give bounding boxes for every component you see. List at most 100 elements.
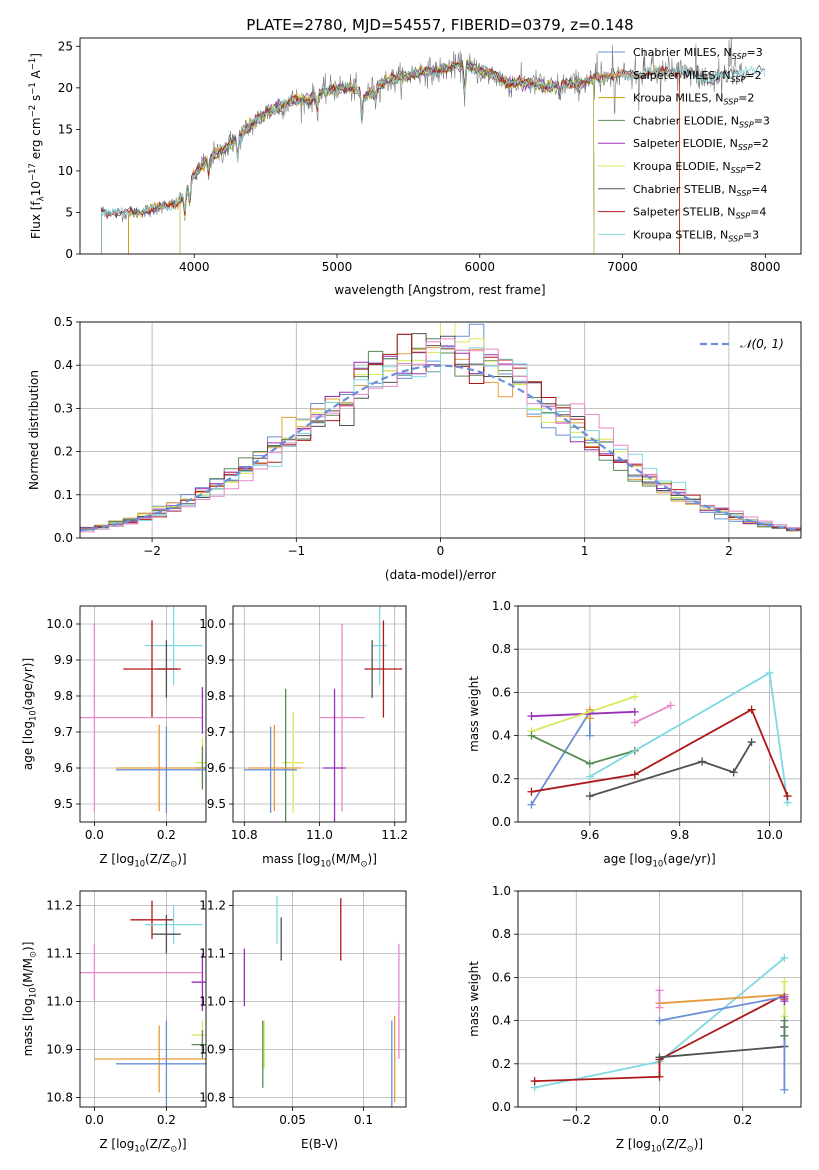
model-line <box>179 61 595 254</box>
x-tick-label: 4000 <box>179 260 210 274</box>
legend: Chabrier MILES, NSSP=3 Salpeter MILES, NS… <box>598 46 770 243</box>
x-tick-label: 2 <box>725 544 733 558</box>
axes-frame <box>79 321 802 539</box>
x-axis-label: (data-model)/error <box>385 568 496 582</box>
series-marker <box>780 977 789 986</box>
series-marker <box>655 1053 664 1062</box>
chart-residual-histogram: −2 −1 0 1 2 0.0 0.1 0.2 0.3 0.4 0.5 𝒩(0, 1) (data-mo… <box>27 315 802 582</box>
axes-frame <box>79 37 802 255</box>
x-tick-label: 11.0 <box>306 828 333 842</box>
series-line <box>531 708 789 797</box>
x-axis-label: Z [log10(Z/Z⊙)] <box>99 1137 186 1154</box>
y-tick-label: 0.5 <box>54 315 73 329</box>
histogram-step <box>80 347 801 531</box>
x-tick-label: 5000 <box>322 260 353 274</box>
legend-label: Salpeter STELIB, NSSP=4 <box>633 206 766 221</box>
x-tick-label: −2 <box>143 544 161 558</box>
errorbar-point <box>323 688 346 822</box>
y-tick-label: 25 <box>58 39 73 53</box>
series-marker <box>729 768 738 777</box>
errorbar-point <box>116 726 206 813</box>
gaussian-curve <box>80 364 801 532</box>
chart-spectrum: 4000 5000 6000 7000 8000 0 5 10 15 20 25 Chabrier M… <box>28 37 802 297</box>
y-tick-label: 0.4 <box>492 729 511 743</box>
y-tick-label: 11.0 <box>199 994 226 1008</box>
x-tick-label: 9.6 <box>580 828 599 842</box>
legend-label: Chabrier STELIB, NSSP=4 <box>633 183 767 198</box>
x-tick-label: 7000 <box>607 260 638 274</box>
y-tick-label: 1.0 <box>492 599 511 613</box>
y-tick-label: 10.8 <box>199 1090 226 1104</box>
y-tick-label: 10.9 <box>46 1042 73 1056</box>
x-tick-label: 0.0 <box>85 828 104 842</box>
series-marker <box>585 792 594 801</box>
series-marker <box>783 792 792 801</box>
series-marker <box>527 731 536 740</box>
legend-label: Chabrier MILES, NSSP=3 <box>633 46 763 61</box>
y-tick-label: 11.2 <box>46 898 73 912</box>
errorbar-point <box>144 606 203 686</box>
x-tick-label: 9.8 <box>670 828 689 842</box>
series-marker <box>527 800 536 809</box>
model-line <box>179 62 595 254</box>
plot-area <box>80 322 801 533</box>
x-axis-label: age [log10(age/yr)] <box>603 852 715 869</box>
legend-label: Kroupa STELIB, NSSP=3 <box>633 228 759 243</box>
axes-frame <box>232 605 407 823</box>
y-tick-label: 11.0 <box>46 994 73 1008</box>
series-marker <box>780 953 789 962</box>
y-tick-label: 0.6 <box>492 685 511 699</box>
errorbar-point <box>364 620 403 718</box>
x-tick-label: 0.1 <box>354 1113 373 1127</box>
y-tick-label: 0.2 <box>492 1057 511 1071</box>
chart-mass-weight-vs-age: 9.6 9.8 10.0 0.0 0.2 0.4 0.6 0.8 1.0 age [log10(a… <box>467 599 802 869</box>
y-axis-label: mass weight <box>467 676 481 752</box>
y-tick-label: 9.9 <box>207 653 226 667</box>
y-tick-label: 10.0 <box>46 617 73 631</box>
y-tick-label: 9.5 <box>207 797 226 811</box>
x-tick-label: 0.05 <box>279 1113 306 1127</box>
y-tick-label: 9.9 <box>54 653 73 667</box>
y-tick-label: 1.0 <box>492 884 511 898</box>
x-tick-label: 0 <box>437 544 445 558</box>
y-tick-label: 0.8 <box>492 927 511 941</box>
chart-mass-vs-metallicity: 0.0 0.2 10.8 10.9 11.0 11.1 11.2 Z [log10(Z/Z⊙)… <box>21 890 207 1154</box>
y-tick-label: 0.2 <box>54 445 73 459</box>
x-tick-label: 0.2 <box>733 1113 752 1127</box>
errorbar-point <box>123 620 181 718</box>
y-axis-label: Flux [fλ10−17 erg cm−2 s−1 A−1] <box>28 53 47 239</box>
y-tick-label: 9.8 <box>207 689 226 703</box>
errorbar-point <box>244 726 297 813</box>
series-marker <box>666 701 675 710</box>
y-tick-label: 9.6 <box>54 761 73 775</box>
series-marker <box>698 757 707 766</box>
series-marker <box>747 738 756 747</box>
y-tick-label: 20 <box>58 81 73 95</box>
x-tick-label: −0.2 <box>562 1113 591 1127</box>
x-tick-label: 0.2 <box>157 1113 176 1127</box>
model-line <box>128 61 595 254</box>
series-marker <box>527 787 536 796</box>
axes-frame <box>517 890 802 1108</box>
y-tick-label: 9.8 <box>54 689 73 703</box>
errorbar-point <box>94 1025 206 1093</box>
series-marker <box>780 1016 789 1025</box>
x-tick-label: 0.2 <box>157 828 176 842</box>
series-marker <box>585 714 594 723</box>
plot-area <box>527 668 792 809</box>
series-marker <box>655 1016 664 1025</box>
errorbar-point <box>319 624 365 812</box>
x-axis-label: mass [log10(M/M⊙)] <box>262 852 377 869</box>
y-tick-label: 9.7 <box>207 725 226 739</box>
series-marker <box>630 707 639 716</box>
legend-label: Salpeter ELODIE, NSSP=2 <box>633 137 769 152</box>
y-axis-label: mass [log10(M/M⊙)] <box>21 942 38 1057</box>
errorbar-point <box>130 900 174 939</box>
axes-frame <box>232 890 407 1108</box>
y-tick-label: 0.6 <box>492 970 511 984</box>
series-marker <box>765 668 774 677</box>
x-axis-label: E(B-V) <box>301 1137 338 1151</box>
y-tick-label: 10.9 <box>199 1042 226 1056</box>
x-tick-label: 11.2 <box>381 828 408 842</box>
